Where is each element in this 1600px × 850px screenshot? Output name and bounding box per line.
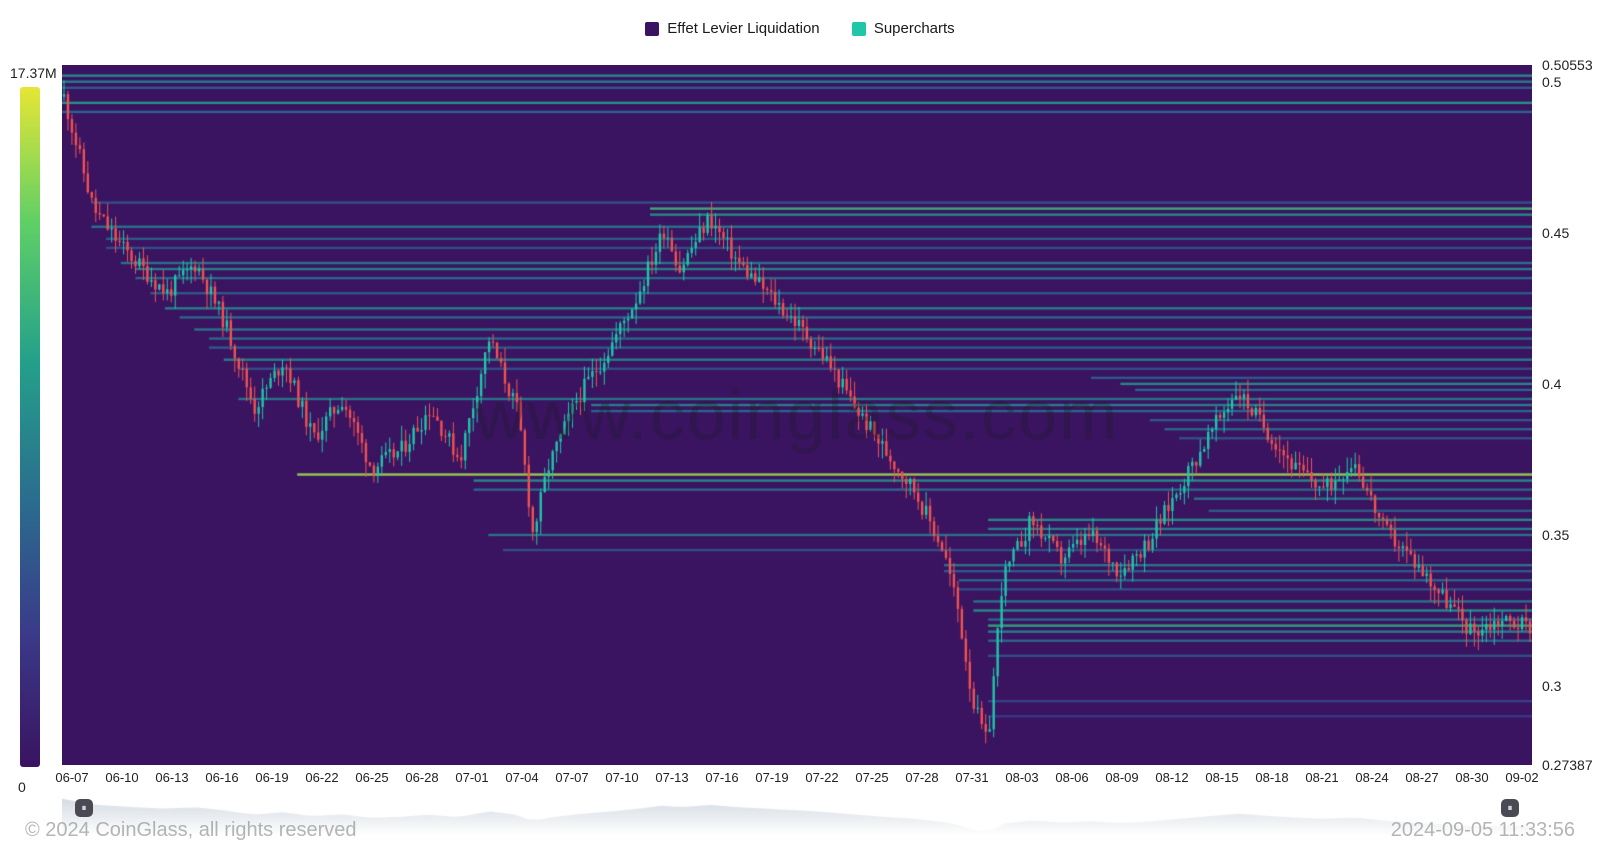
time-tick: 07-04	[505, 770, 538, 785]
price-tick: 0.27387	[1542, 757, 1593, 773]
price-tick: 0.3	[1542, 678, 1561, 694]
chart-plot-area[interactable]	[62, 65, 1532, 765]
time-tick: 09-02	[1505, 770, 1538, 785]
time-tick: 07-31	[955, 770, 988, 785]
price-axis: 0.505530.50.450.40.350.30.27387	[1538, 65, 1598, 765]
time-tick: 08-15	[1205, 770, 1238, 785]
time-tick: 08-18	[1255, 770, 1288, 785]
time-tick: 07-16	[705, 770, 738, 785]
time-tick: 08-24	[1355, 770, 1388, 785]
footer-copyright: © 2024 CoinGlass, all rights reserved	[25, 819, 357, 842]
chart-root: Effet Levier Liquidation Supercharts 17.…	[0, 0, 1600, 850]
time-tick: 06-25	[355, 770, 388, 785]
candlestick-layer	[62, 65, 1532, 765]
price-tick: 0.35	[1542, 527, 1569, 543]
colorbar: 17.37M 0	[10, 65, 60, 775]
time-tick: 08-21	[1305, 770, 1338, 785]
time-tick: 07-19	[755, 770, 788, 785]
time-tick: 06-28	[405, 770, 438, 785]
price-tick: 0.45	[1542, 225, 1569, 241]
footer-timestamp: 2024-09-05 11:33:56	[1391, 819, 1575, 842]
time-tick: 08-06	[1055, 770, 1088, 785]
pause-icon: ⏸	[82, 803, 87, 814]
time-tick: 06-07	[55, 770, 88, 785]
legend-swatch-supercharts	[852, 22, 866, 36]
time-tick: 06-16	[205, 770, 238, 785]
time-tick: 07-22	[805, 770, 838, 785]
time-tick: 06-10	[105, 770, 138, 785]
time-tick: 06-22	[305, 770, 338, 785]
time-tick: 07-10	[605, 770, 638, 785]
time-tick: 08-03	[1005, 770, 1038, 785]
price-tick: 0.50553	[1542, 57, 1593, 73]
legend: Effet Levier Liquidation Supercharts	[0, 20, 1600, 40]
time-tick: 08-27	[1405, 770, 1438, 785]
time-tick: 08-12	[1155, 770, 1188, 785]
time-tick: 07-28	[905, 770, 938, 785]
time-tick: 07-25	[855, 770, 888, 785]
brush-handle-right[interactable]: ⏸	[1501, 799, 1519, 817]
legend-item[interactable]: Effet Levier Liquidation	[645, 20, 819, 37]
price-tick: 0.5	[1542, 74, 1561, 90]
time-tick: 08-30	[1455, 770, 1488, 785]
legend-item[interactable]: Supercharts	[852, 20, 955, 37]
legend-label: Supercharts	[874, 20, 955, 37]
time-axis: 06-0706-1006-1306-1606-1906-2206-2506-28…	[62, 770, 1532, 790]
colorbar-max-label: 17.37M	[10, 65, 57, 81]
price-tick: 0.4	[1542, 376, 1561, 392]
legend-label: Effet Levier Liquidation	[667, 20, 819, 37]
brush-handle-left[interactable]: ⏸	[75, 799, 93, 817]
legend-swatch-liquidation	[645, 22, 659, 36]
time-tick: 06-19	[255, 770, 288, 785]
time-tick: 08-09	[1105, 770, 1138, 785]
time-tick: 07-07	[555, 770, 588, 785]
time-tick: 06-13	[155, 770, 188, 785]
time-tick: 07-01	[455, 770, 488, 785]
pause-icon: ⏸	[1507, 803, 1512, 814]
time-tick: 07-13	[655, 770, 688, 785]
colorbar-min-label: 0	[18, 779, 26, 795]
colorbar-gradient	[20, 87, 40, 767]
